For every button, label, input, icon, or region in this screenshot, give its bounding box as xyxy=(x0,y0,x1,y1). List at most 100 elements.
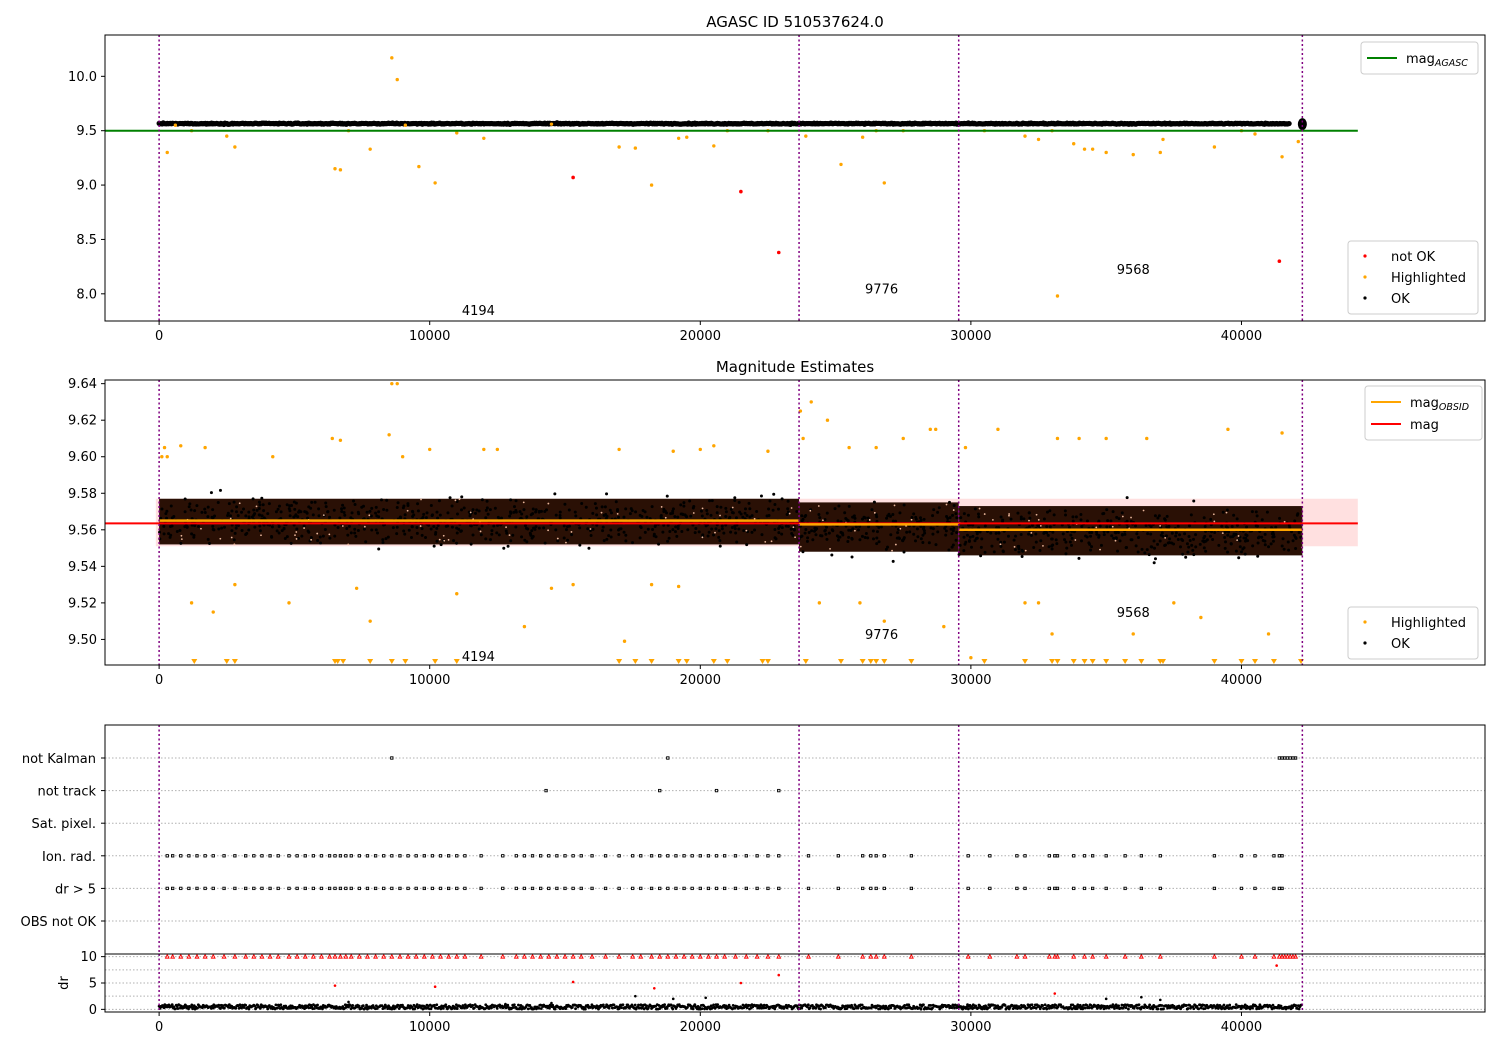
flag-point xyxy=(658,854,662,858)
ok-point xyxy=(570,533,574,537)
flag-point xyxy=(714,886,719,891)
flag-point xyxy=(344,854,348,858)
ok-point xyxy=(951,529,955,533)
ok-point xyxy=(280,529,284,533)
ok-point xyxy=(1224,525,1228,529)
ok-point xyxy=(586,527,590,531)
ok-point xyxy=(424,536,428,540)
dr-point xyxy=(1137,1003,1141,1007)
ok-point xyxy=(518,510,522,514)
ok-point xyxy=(727,516,731,520)
dr-point xyxy=(1278,1006,1281,1010)
highlighted-point xyxy=(622,639,627,643)
ok-point xyxy=(680,512,684,516)
ok-point xyxy=(958,543,962,547)
ok-point xyxy=(530,529,534,533)
flag-point xyxy=(422,854,426,858)
dr-clipped-marker xyxy=(616,953,622,959)
dr-clipped-marker xyxy=(589,953,595,959)
ok-point xyxy=(374,528,378,532)
highlighted-point xyxy=(649,582,654,587)
ok-point xyxy=(989,531,993,535)
ok-point-speck xyxy=(442,534,445,537)
legend-frame xyxy=(1347,240,1479,315)
ok-point xyxy=(539,509,543,513)
x-tick-label: 20000 xyxy=(680,673,721,688)
ok-point xyxy=(1271,539,1275,543)
ok-point xyxy=(786,510,790,514)
dr-point xyxy=(1197,1007,1201,1011)
dr-point xyxy=(1257,1007,1261,1011)
ok-point xyxy=(645,515,649,519)
x-tick-label: 10000 xyxy=(409,329,450,344)
ok-point xyxy=(1167,541,1171,545)
highlighted-clipped-marker xyxy=(453,659,460,664)
flag-point xyxy=(590,854,594,858)
flag-point xyxy=(1090,886,1095,891)
flag-point xyxy=(869,854,873,858)
flag-point xyxy=(398,886,402,891)
ok-point xyxy=(328,515,332,519)
highlighted-point xyxy=(1280,431,1284,435)
flag-point xyxy=(658,886,662,891)
flag-point xyxy=(268,854,272,858)
flag-point xyxy=(777,886,781,891)
ok-point xyxy=(184,524,188,528)
ok-point-speck xyxy=(873,511,876,514)
ok-point xyxy=(851,527,855,531)
ok-point xyxy=(353,531,357,535)
ok-point xyxy=(908,530,912,534)
ok-point xyxy=(652,532,656,536)
ok-point-speck xyxy=(1008,513,1011,515)
flag-point xyxy=(682,854,686,858)
dr-point xyxy=(266,1007,270,1011)
ok-point xyxy=(737,500,741,504)
ok-point xyxy=(1250,510,1254,514)
ok-point xyxy=(718,539,722,543)
ok-point xyxy=(1281,537,1285,541)
ok-point xyxy=(631,541,635,545)
ok-point xyxy=(1054,538,1058,542)
ok-point xyxy=(1147,553,1151,557)
ok-point xyxy=(1080,525,1084,529)
y-tick-label: 5 xyxy=(89,977,97,992)
dr-point xyxy=(1184,1004,1188,1007)
axes-frame-middle xyxy=(104,379,1486,666)
ok-point xyxy=(734,531,738,535)
dr-point xyxy=(626,1003,630,1007)
ok-point xyxy=(673,530,677,534)
ok-point xyxy=(1178,545,1182,549)
dr-clipped-marker xyxy=(389,953,395,959)
ok-point xyxy=(823,528,827,532)
ok-point xyxy=(1017,550,1021,554)
ok-point xyxy=(919,516,923,520)
flag-point xyxy=(777,788,781,793)
ok-point-speck xyxy=(770,540,773,543)
ok-point xyxy=(1237,556,1241,560)
ok-point xyxy=(430,514,434,518)
highlighted-point xyxy=(338,438,343,442)
flag-point xyxy=(501,886,505,891)
flag-point xyxy=(630,886,635,891)
flag-point xyxy=(1055,886,1060,891)
ok-point xyxy=(563,502,567,506)
ok-point xyxy=(839,530,843,534)
ok-point xyxy=(624,507,628,511)
dr-point xyxy=(221,1004,225,1007)
dr-clipped-marker xyxy=(381,953,387,959)
flag-point xyxy=(479,854,483,858)
ok-point xyxy=(416,502,420,506)
ok-point xyxy=(717,529,721,533)
ok-point-speck xyxy=(794,536,796,539)
legend-point-swatch xyxy=(1363,296,1367,300)
ok-point-speck xyxy=(701,507,704,510)
ok-point xyxy=(484,537,488,541)
dr-clipped-marker xyxy=(578,953,584,959)
ok-point xyxy=(302,524,306,528)
dr-clipped-marker xyxy=(462,953,468,959)
highlighted-point xyxy=(395,381,399,386)
flag-point xyxy=(522,886,527,891)
ok-point xyxy=(469,542,473,546)
ok-point xyxy=(420,527,424,531)
dr-clipped-marker xyxy=(681,953,687,959)
